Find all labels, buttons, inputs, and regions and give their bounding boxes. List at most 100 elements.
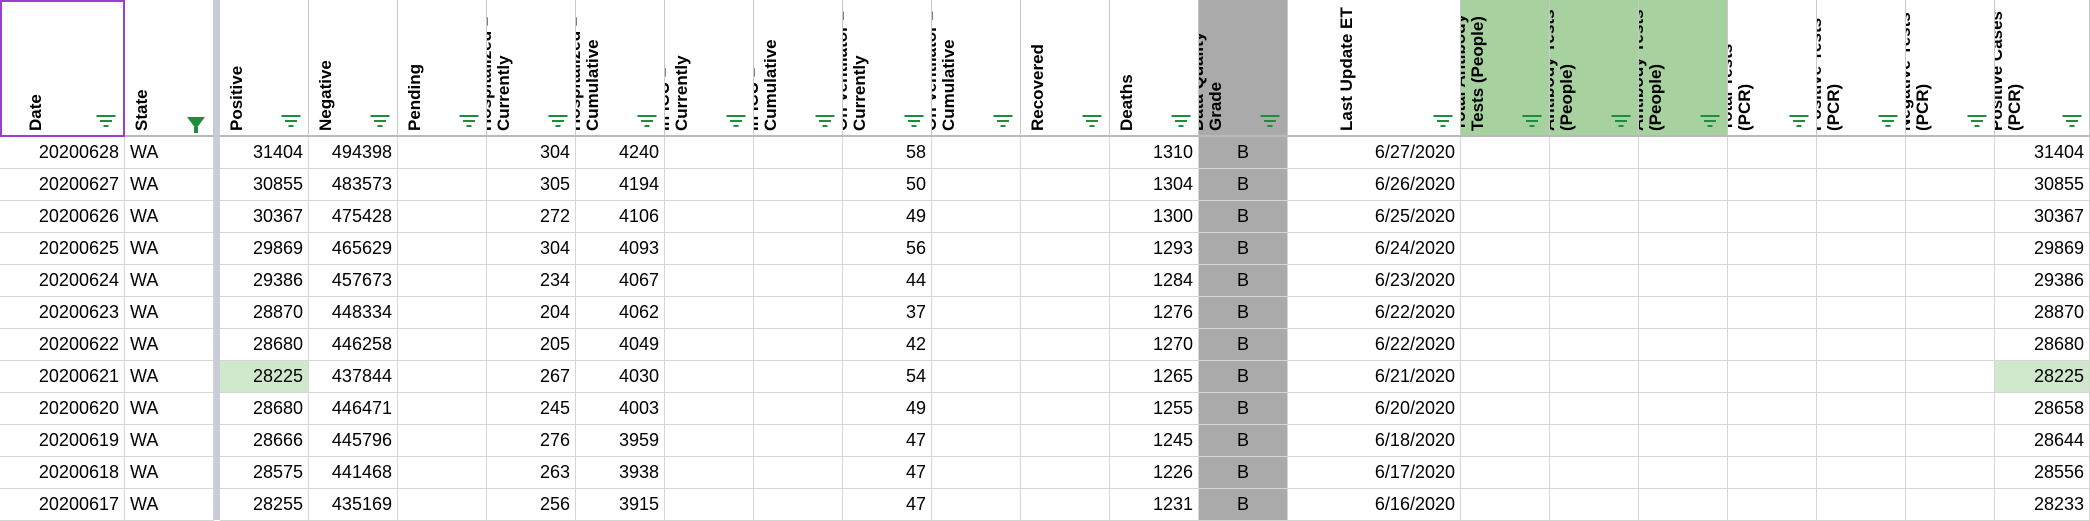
- cell-date[interactable]: 20200628: [0, 137, 125, 169]
- cell-vent_cum[interactable]: [932, 169, 1021, 201]
- cell-ab_total[interactable]: [1461, 329, 1550, 361]
- cell-ab_neg[interactable]: [1639, 457, 1728, 489]
- cell-negative[interactable]: 475428: [309, 201, 398, 233]
- cell-vent_cur[interactable]: 47: [843, 425, 932, 457]
- cell-state[interactable]: WA: [125, 233, 214, 265]
- cell-hosp_cum[interactable]: 4240: [576, 137, 665, 169]
- cell-icu_cur[interactable]: [665, 329, 754, 361]
- cell-ab_pos[interactable]: [1550, 201, 1639, 233]
- cell-pcr_pos_tests[interactable]: [1817, 233, 1906, 265]
- cell-pcr_pos_tests[interactable]: [1817, 393, 1906, 425]
- cell-icu_cur[interactable]: [665, 137, 754, 169]
- cell-pcr_pos_cases[interactable]: 30367: [1995, 201, 2090, 233]
- cell-hosp_cum[interactable]: 4003: [576, 393, 665, 425]
- cell-state[interactable]: WA: [125, 137, 214, 169]
- cell-icu_cur[interactable]: [665, 393, 754, 425]
- cell-date[interactable]: 20200627: [0, 169, 125, 201]
- column-header-ab_neg[interactable]: Negative Antibody Tests (People): [1639, 0, 1728, 137]
- cell-hosp_cur[interactable]: 305: [487, 169, 576, 201]
- cell-icu_cum[interactable]: [754, 201, 843, 233]
- filter-icon[interactable]: [459, 115, 478, 127]
- cell-pcr_neg[interactable]: [1906, 233, 1995, 265]
- cell-deaths[interactable]: 1310: [1110, 137, 1199, 169]
- cell-pcr_neg[interactable]: [1906, 265, 1995, 297]
- cell-recovered[interactable]: [1021, 457, 1110, 489]
- filter-icon[interactable]: [1082, 115, 1101, 127]
- cell-ab_neg[interactable]: [1639, 329, 1728, 361]
- cell-pcr_neg[interactable]: [1906, 329, 1995, 361]
- cell-icu_cum[interactable]: [754, 361, 843, 393]
- column-header-pcr_total[interactable]: Total Tests (PCR): [1728, 0, 1817, 137]
- cell-recovered[interactable]: [1021, 489, 1110, 521]
- cell-last_update[interactable]: 6/21/2020: [1288, 361, 1461, 393]
- column-header-negative[interactable]: Negative: [309, 0, 398, 137]
- cell-negative[interactable]: 465629: [309, 233, 398, 265]
- column-header-icu_cum[interactable]: In ICU – Cumulative: [754, 0, 843, 137]
- cell-ab_neg[interactable]: [1639, 265, 1728, 297]
- cell-ab_neg[interactable]: [1639, 137, 1728, 169]
- cell-last_update[interactable]: 6/20/2020: [1288, 393, 1461, 425]
- cell-recovered[interactable]: [1021, 201, 1110, 233]
- cell-hosp_cum[interactable]: 4194: [576, 169, 665, 201]
- cell-recovered[interactable]: [1021, 329, 1110, 361]
- column-header-pending[interactable]: Pending: [398, 0, 487, 137]
- filter-icon[interactable]: [1171, 115, 1190, 127]
- cell-hosp_cum[interactable]: 4106: [576, 201, 665, 233]
- cell-icu_cur[interactable]: [665, 425, 754, 457]
- filter-icon[interactable]: [2062, 115, 2081, 127]
- cell-positive[interactable]: 29869: [220, 233, 309, 265]
- cell-pcr_pos_cases[interactable]: 28556: [1995, 457, 2090, 489]
- cell-positive[interactable]: 28255: [220, 489, 309, 521]
- cell-pending[interactable]: [398, 169, 487, 201]
- cell-vent_cur[interactable]: 47: [843, 457, 932, 489]
- cell-state[interactable]: WA: [125, 361, 214, 393]
- cell-hosp_cur[interactable]: 263: [487, 457, 576, 489]
- column-header-positive[interactable]: Positive: [220, 0, 309, 137]
- cell-ab_neg[interactable]: [1639, 169, 1728, 201]
- filter-icon[interactable]: [993, 115, 1012, 127]
- cell-vent_cum[interactable]: [932, 361, 1021, 393]
- cell-ab_neg[interactable]: [1639, 425, 1728, 457]
- cell-pcr_neg[interactable]: [1906, 425, 1995, 457]
- cell-hosp_cum[interactable]: 4049: [576, 329, 665, 361]
- cell-ab_neg[interactable]: [1639, 297, 1728, 329]
- cell-pcr_total[interactable]: [1728, 489, 1817, 521]
- cell-vent_cum[interactable]: [932, 425, 1021, 457]
- cell-date[interactable]: 20200617: [0, 489, 125, 521]
- cell-hosp_cur[interactable]: 245: [487, 393, 576, 425]
- cell-deaths[interactable]: 1226: [1110, 457, 1199, 489]
- filter-icon[interactable]: [1878, 115, 1897, 127]
- cell-positive[interactable]: 28666: [220, 425, 309, 457]
- cell-vent_cur[interactable]: 49: [843, 393, 932, 425]
- cell-pending[interactable]: [398, 329, 487, 361]
- cell-vent_cum[interactable]: [932, 265, 1021, 297]
- cell-pcr_pos_cases[interactable]: 29869: [1995, 233, 2090, 265]
- cell-vent_cur[interactable]: 54: [843, 361, 932, 393]
- cell-date[interactable]: 20200621: [0, 361, 125, 393]
- cell-ab_total[interactable]: [1461, 137, 1550, 169]
- cell-icu_cum[interactable]: [754, 457, 843, 489]
- cell-recovered[interactable]: [1021, 361, 1110, 393]
- cell-pending[interactable]: [398, 457, 487, 489]
- filter-icon[interactable]: [1789, 115, 1808, 127]
- cell-pcr_pos_cases[interactable]: 28644: [1995, 425, 2090, 457]
- column-header-ab_pos[interactable]: Positive Antibody Tests (People): [1550, 0, 1639, 137]
- cell-ab_total[interactable]: [1461, 169, 1550, 201]
- cell-grade[interactable]: B: [1199, 169, 1288, 201]
- cell-ab_neg[interactable]: [1639, 233, 1728, 265]
- cell-deaths[interactable]: 1284: [1110, 265, 1199, 297]
- cell-hosp_cum[interactable]: 3938: [576, 457, 665, 489]
- cell-pcr_pos_cases[interactable]: 28233: [1995, 489, 2090, 521]
- cell-positive[interactable]: 29386: [220, 265, 309, 297]
- cell-positive[interactable]: 28870: [220, 297, 309, 329]
- filter-icon[interactable]: [1611, 115, 1630, 127]
- cell-ab_neg[interactable]: [1639, 361, 1728, 393]
- filter-icon[interactable]: [1700, 115, 1719, 127]
- cell-icu_cur[interactable]: [665, 457, 754, 489]
- cell-pcr_pos_cases[interactable]: 28870: [1995, 297, 2090, 329]
- cell-pcr_pos_cases[interactable]: 28225: [1995, 361, 2090, 393]
- cell-positive[interactable]: 28575: [220, 457, 309, 489]
- column-header-pcr_pos_cases[interactable]: Positive Cases (PCR): [1995, 0, 2090, 137]
- cell-negative[interactable]: 457673: [309, 265, 398, 297]
- column-header-deaths[interactable]: Deaths: [1110, 0, 1199, 137]
